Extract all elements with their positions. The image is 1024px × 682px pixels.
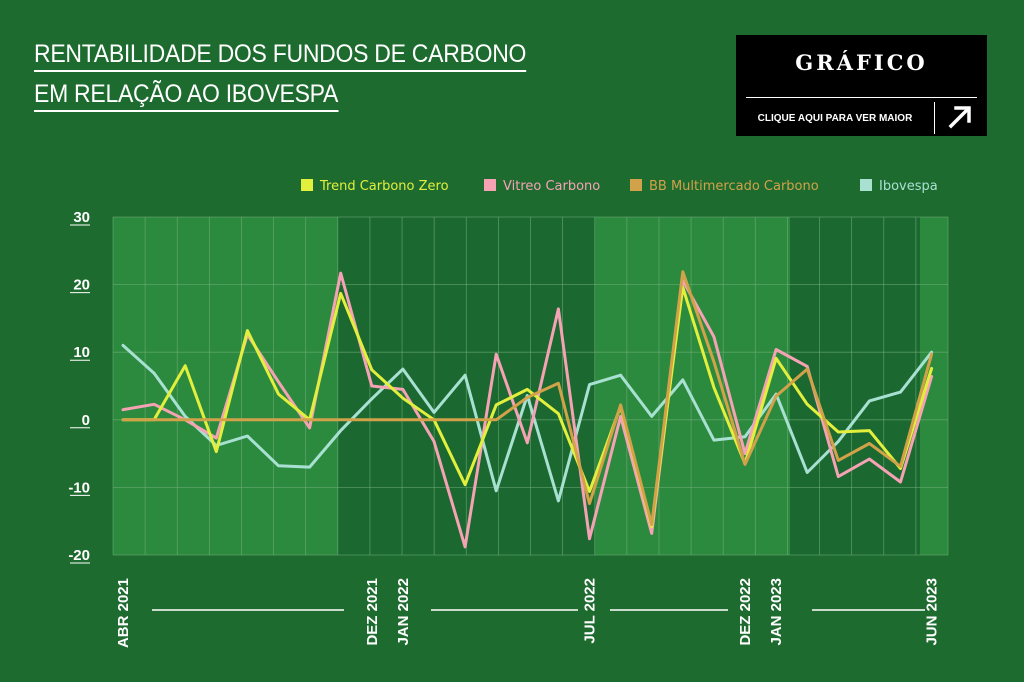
- grid-lines: [112, 216, 949, 556]
- y-tick-label: 0: [82, 412, 90, 429]
- legend-label: Ibovespa: [879, 179, 938, 194]
- x-tick-label: DEZ 2021: [364, 578, 381, 646]
- series-line-trend-carbono-zero: [121, 285, 934, 529]
- x-tick-label: DEZ 2022: [737, 578, 754, 646]
- y-axis-ticks: 30 20 10 0 -10 -20: [68, 209, 90, 564]
- x-tick-label: JAN 2022: [395, 578, 412, 646]
- legend-label: Vitreo Carbono: [503, 179, 600, 194]
- x-label-group: DEZ 2022: [737, 578, 754, 646]
- series-lines: [121, 270, 934, 549]
- legend: Trend Carbono Zero Vitreo Carbono BB Multi…: [301, 179, 938, 194]
- legend-swatch: [630, 179, 642, 191]
- series-line-ibovespa: [121, 343, 934, 503]
- x-label-group: ABR 2021: [115, 578, 132, 648]
- x-axis-labels: ABR 2021 DEZ 2021 JAN 2022 JUL 2022 DEZ 2022…: [115, 578, 941, 648]
- legend-swatch: [484, 179, 496, 191]
- y-tick-label: 20: [73, 277, 90, 294]
- badge-arrow-divider: [934, 102, 935, 134]
- x-label-group: DEZ 2021: [364, 578, 381, 646]
- x-tick-label: JUL 2022: [582, 578, 599, 644]
- badge-title: GRÁFICO: [795, 50, 928, 75]
- legend-swatch: [860, 179, 872, 191]
- arrow-up-right-icon[interactable]: [946, 101, 976, 131]
- x-tick-label: JAN 2023: [768, 578, 785, 646]
- x-label-group: JAN 2022: [395, 578, 412, 646]
- badge-divider: [746, 97, 977, 98]
- series-line-bb-multimercado-carbono: [121, 270, 934, 527]
- title-line-1: RENTABILIDADE DOS FUNDOS DE CARBONO: [34, 38, 526, 72]
- enlarge-link-label[interactable]: CLIQUE AQUI PARA VER MAIOR: [757, 113, 913, 124]
- x-label-group: JAN 2023: [768, 578, 785, 646]
- y-tick-label: -20: [68, 547, 90, 564]
- chart-title: RENTABILIDADE DOS FUNDOS DE CARBONO EM R…: [34, 36, 526, 116]
- x-label-group: JUN 2023: [924, 578, 941, 646]
- x-label-group: JUL 2022: [582, 578, 599, 644]
- plot-band: [113, 217, 338, 555]
- y-tick-label: 30: [73, 209, 90, 226]
- title-line-2: EM RELAÇÃO AO IBOVESPA: [34, 78, 338, 112]
- legend-label: Trend Carbono Zero: [319, 179, 449, 194]
- legend-swatch: [301, 179, 313, 191]
- y-tick-label: 10: [73, 344, 90, 361]
- x-tick-label: ABR 2021: [115, 578, 132, 648]
- plot-band: [595, 217, 790, 555]
- x-tick-label: JUN 2023: [924, 578, 941, 646]
- y-tick-label: -10: [68, 479, 90, 496]
- legend-label: BB Multimercado Carbono: [649, 179, 819, 194]
- enlarge-chart-button[interactable]: GRÁFICO CLIQUE AQUI PARA VER MAIOR: [736, 35, 987, 136]
